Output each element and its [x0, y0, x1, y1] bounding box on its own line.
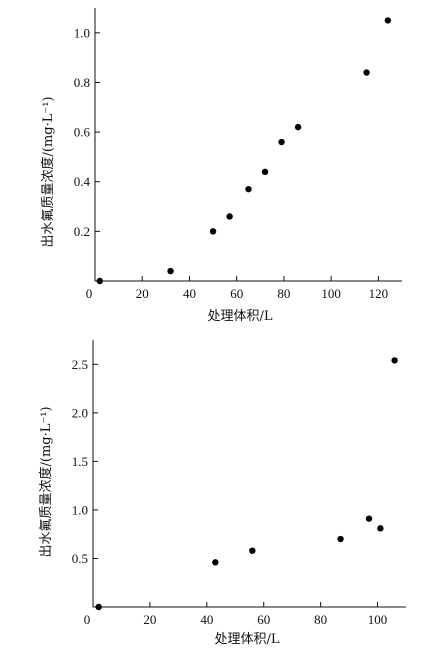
x-tick-label: 0 [86, 286, 93, 301]
point-group [96, 17, 392, 285]
x-tick-label: 60 [230, 286, 243, 301]
data-point [249, 547, 256, 554]
x-tick-label: 60 [257, 612, 270, 627]
y-tick-label: 0.6 [74, 125, 91, 140]
y-tick-label: 1.0 [74, 25, 90, 40]
x-axis-title: 处理体积/L [207, 309, 272, 324]
data-point [261, 168, 269, 175]
x-tick-label: 0 [84, 612, 91, 627]
point-group [95, 357, 398, 611]
data-point [209, 228, 217, 235]
data-point [391, 357, 398, 364]
x-tick-label: 40 [200, 612, 213, 627]
x-axis-title: 处理体积/L [214, 632, 279, 647]
data-point [278, 138, 285, 146]
y-tick-label: 0.8 [74, 75, 90, 90]
data-point [226, 213, 233, 220]
data-point [294, 123, 302, 131]
tick-group: 0 20 40 60 80 100 120 0.2 0.4 0.6 0.8 1.0 [74, 25, 388, 301]
x-tick-label: 80 [277, 286, 290, 301]
y-tick-label: 0.2 [74, 224, 90, 239]
chart-top: 0 20 40 60 80 100 120 0.2 0.4 0.6 0.8 1.0 处理体积/L 出水… [40, 8, 402, 324]
x-tick-label: 120 [369, 286, 389, 301]
data-point [95, 603, 102, 611]
x-tick-label: 80 [314, 612, 327, 627]
x-tick-label: 20 [143, 612, 156, 627]
y-tick-label: 0.4 [74, 174, 91, 189]
data-point [377, 525, 384, 532]
data-point [384, 17, 392, 24]
y-tick-label: 1.0 [72, 502, 88, 517]
y-tick-label: 2.0 [72, 405, 88, 420]
y-axis-title: 出水氟质量浓度/(mg·L⁻¹) [38, 406, 54, 557]
data-point [363, 69, 370, 76]
x-tick-label: 100 [321, 286, 341, 301]
data-point [96, 277, 103, 285]
y-axis-title: 出水氟质量浓度/(mg·L⁻¹) [40, 96, 56, 247]
x-tick-label: 20 [136, 286, 149, 301]
tick-group: 0 20 40 60 80 100 0.5 1.0 1.5 2.0 2.5 [72, 357, 388, 627]
x-tick-label: 100 [368, 612, 388, 627]
y-tick-label: 2.5 [72, 357, 88, 372]
data-point [167, 267, 174, 275]
y-tick-label: 0.5 [72, 551, 88, 566]
data-point [212, 559, 219, 566]
data-point [245, 185, 252, 193]
chart-bottom: 0 20 40 60 80 100 0.5 1.0 1.5 2.0 2.5 处理体积/L 出水氟质量… [38, 340, 406, 647]
x-tick-label: 40 [183, 286, 196, 301]
y-tick-label: 1.5 [72, 454, 88, 469]
data-point [337, 535, 344, 543]
data-point [365, 515, 373, 522]
